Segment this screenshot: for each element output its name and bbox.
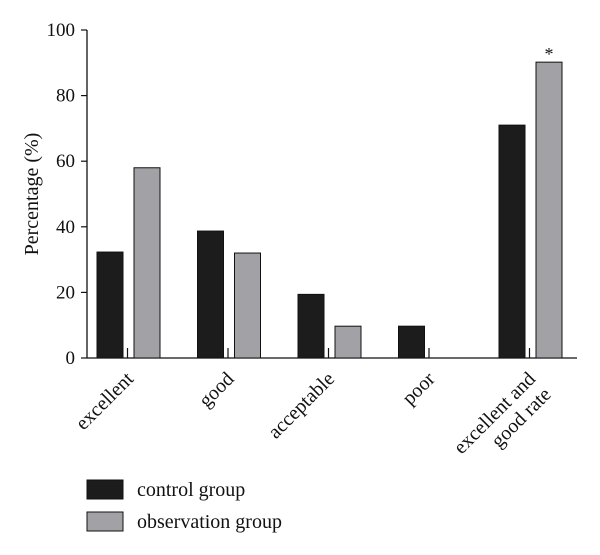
y-tick-label: 40 [56, 217, 75, 238]
y-axis-title: Percentage (%) [21, 133, 43, 256]
bars [96, 61, 563, 359]
y-tick-label: 60 [56, 151, 75, 172]
bar-control-group-3 [398, 325, 425, 359]
bar-control-group-2 [297, 293, 325, 359]
x-category-label: good [195, 368, 239, 412]
legend-label: observation group [137, 511, 282, 533]
bar-observation-group-2 [334, 325, 362, 359]
bar-observation-group-0 [133, 167, 161, 359]
x-category-label: excellent andgood rate [449, 368, 555, 474]
y-tick-label: 100 [47, 20, 76, 41]
x-category-label-line: good [195, 368, 239, 412]
bar-observation-group-1 [234, 252, 261, 359]
bar-control-group-4 [498, 124, 526, 359]
y-tick-label: 80 [56, 86, 75, 107]
bar-control-group-1 [197, 230, 224, 359]
x-category-label-line: poor [398, 368, 440, 410]
x-category-label: acceptable [264, 368, 339, 443]
legend-swatch [86, 511, 124, 532]
legend-label: control group [137, 479, 245, 501]
x-category-label-line: acceptable [264, 368, 339, 443]
legend-swatch [86, 479, 124, 500]
bar-control-group-0 [96, 251, 124, 359]
labels: 0 20 40 60 80 100 Percentage (%) excellent good a… [21, 20, 556, 474]
legend: control group observation group [86, 479, 282, 533]
x-category-label: excellent [71, 368, 138, 435]
axes [81, 29, 577, 359]
significance-asterisk: * [545, 44, 554, 64]
x-category-label: poor [398, 368, 440, 410]
x-category-label-line: excellent [71, 368, 138, 435]
bar-observation-group-4 [535, 61, 563, 359]
y-tick-label: 0 [66, 348, 76, 369]
y-tick-label: 20 [56, 282, 75, 303]
